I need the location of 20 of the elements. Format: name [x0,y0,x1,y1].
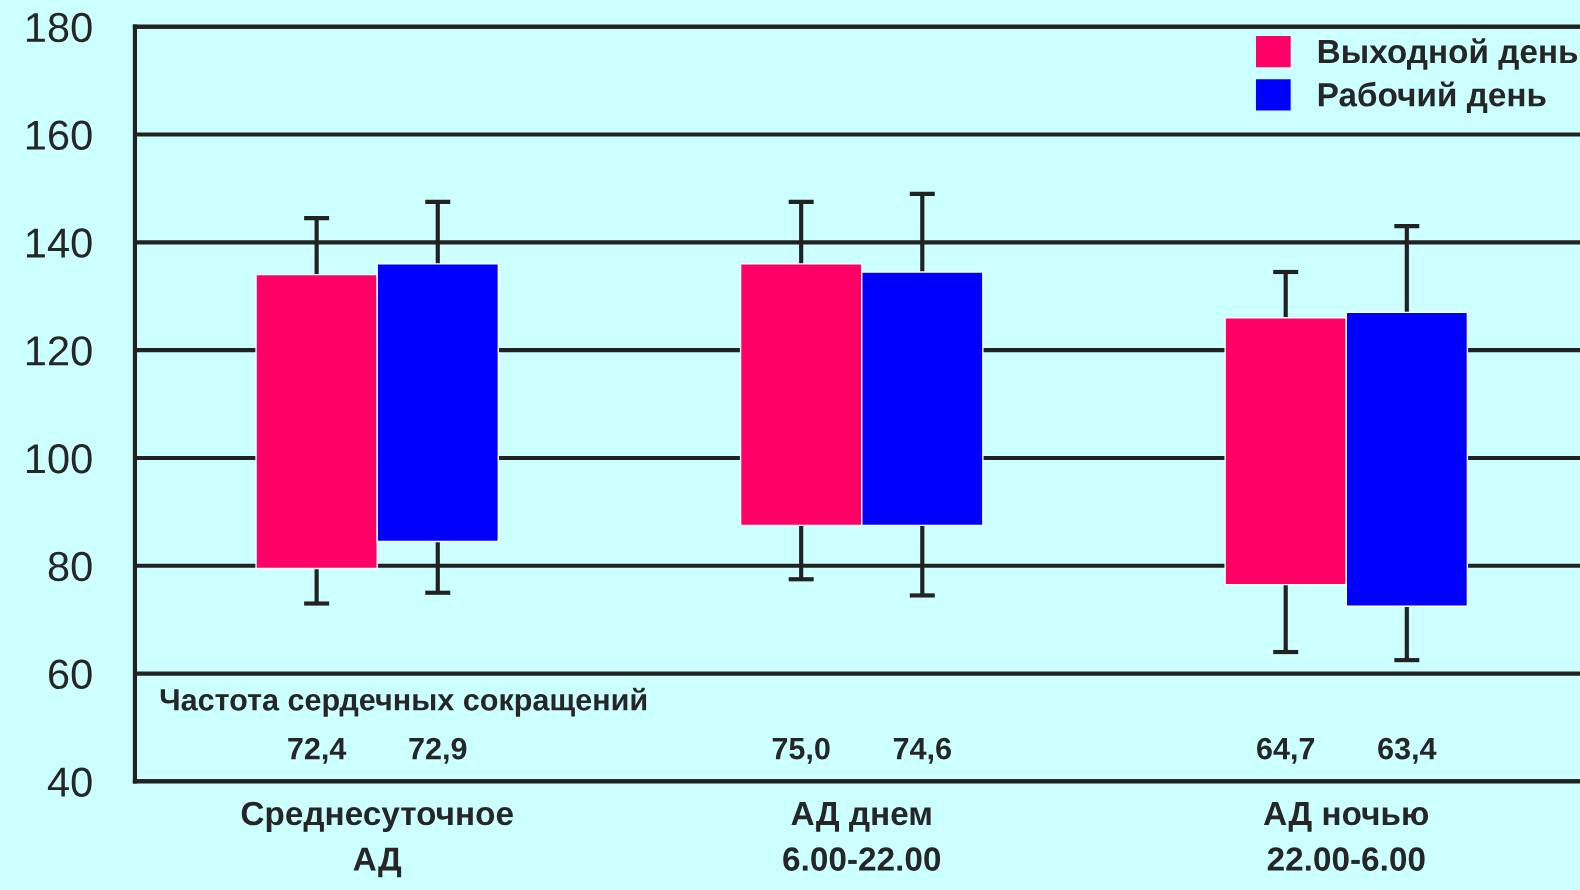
y-tick-label: 120 [26,336,92,366]
y-tick-label: 60 [49,659,92,690]
y-tick-label: 160 [26,120,92,151]
annotation: 63,4 [1378,737,1437,764]
y-tick-label: 40 [47,767,92,797]
y-tick-label: 180 [26,12,92,43]
annotation: Частота сердечных сокращений [160,687,647,717]
legend-label: Выходной день [1318,38,1578,70]
annotation: 75,0 [772,737,830,764]
annotation: 72,4 [288,737,347,764]
annotation: 74,6 [893,737,951,764]
annotation: 64,7 [1257,737,1315,764]
y-tick-label: 140 [26,228,92,258]
legend-label: Рабочий день [1318,81,1546,113]
y-tick-label: 100 [26,443,92,474]
annotation: 72,9 [409,737,467,764]
x-tick-label: АД днем 6.00-22.00 [783,802,941,871]
x-tick-label: Среднесуточное АД [241,801,513,878]
x-tick-label: АД ночью 22.00-6.00 [1263,802,1429,871]
y-tick-label: 80 [48,551,92,582]
